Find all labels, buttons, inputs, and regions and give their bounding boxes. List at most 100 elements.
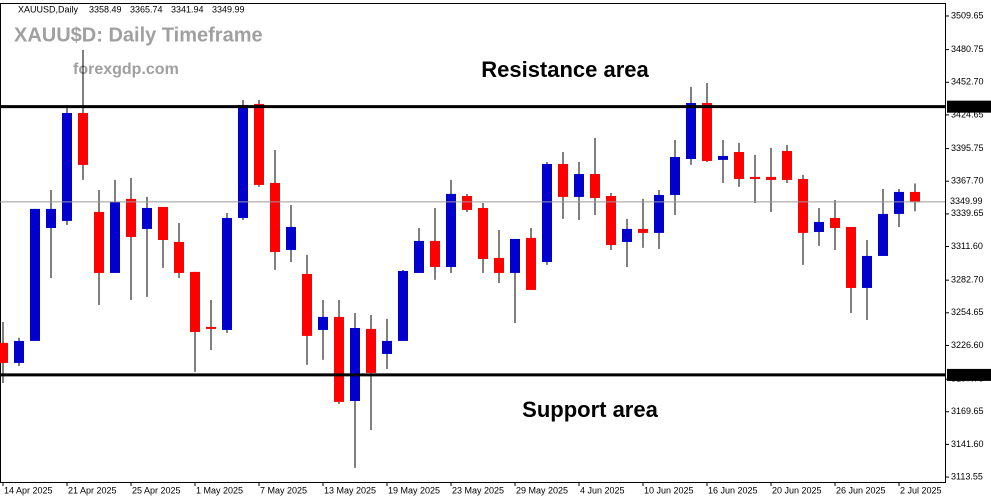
y-tick-label: 3113.55 — [951, 471, 983, 481]
candle-body — [206, 326, 216, 329]
y-tick-label: 3226.60 — [951, 340, 984, 350]
candle-body — [366, 328, 376, 373]
candle-body — [782, 150, 792, 180]
y-tick-label: 3282.70 — [951, 275, 984, 285]
candle-body — [654, 194, 664, 233]
candle-body — [910, 191, 920, 202]
x-tick-label: 1 May 2025 — [196, 485, 243, 495]
candle-body — [894, 191, 904, 214]
header-close: 3349.99 — [212, 4, 245, 14]
candle-body — [670, 157, 680, 195]
last-price-label: 3349.99 — [950, 196, 983, 206]
candle-body — [846, 226, 856, 288]
candle-body — [158, 206, 168, 240]
candle-body — [510, 238, 520, 273]
y-tick-label: 3424.65 — [951, 109, 984, 119]
candle-body — [334, 316, 344, 402]
chart-title: XAUU$D: Daily Timeframe — [14, 24, 263, 46]
candle-body — [46, 208, 56, 229]
header-high: 3365.74 — [130, 4, 163, 14]
candle-body — [622, 228, 632, 242]
y-tick-label: 3480.75 — [951, 44, 984, 54]
candle-body — [286, 226, 296, 251]
candle-body — [270, 182, 280, 252]
candle-body — [814, 221, 824, 232]
candle-body — [766, 176, 776, 180]
candle-body — [190, 271, 200, 332]
candle-body — [0, 342, 8, 363]
x-tick-label: 20 Jun 2025 — [772, 485, 822, 495]
candle-body — [702, 102, 712, 161]
plot-frame — [0, 3, 946, 483]
candle-body — [686, 102, 696, 159]
y-tick-label: 3141.60 — [951, 439, 984, 449]
last-price-label-box — [947, 195, 991, 208]
x-tick-label: 16 Jun 2025 — [708, 485, 758, 495]
x-tick-label: 25 Apr 2025 — [132, 485, 181, 495]
x-tick-label: 19 May 2025 — [388, 485, 440, 495]
y-tick-label: 3169.65 — [951, 406, 984, 416]
candle-body — [446, 193, 456, 268]
candle-body — [238, 104, 248, 218]
candle-body — [222, 217, 232, 330]
candle-body — [174, 241, 184, 273]
candle-body — [878, 213, 888, 256]
y-tick-label: 3367.70 — [951, 176, 984, 186]
candle-body — [302, 273, 312, 336]
candle-body — [430, 240, 440, 268]
x-tick-label: 4 Jun 2025 — [580, 485, 625, 495]
candle-body — [574, 173, 584, 197]
candle-body — [254, 103, 264, 185]
x-tick-label: 10 Jun 2025 — [644, 485, 694, 495]
x-tick-label: 21 Apr 2025 — [68, 485, 117, 495]
resistance-label-box — [947, 100, 991, 113]
candle-body — [110, 201, 120, 273]
candle-body — [862, 255, 872, 288]
y-tick-label: 3452.70 — [951, 77, 984, 87]
candle-body — [142, 207, 152, 229]
candle-body — [94, 211, 104, 273]
candle-body — [798, 179, 808, 233]
candle-body — [542, 163, 552, 262]
y-tick-label: 3254.65 — [951, 307, 984, 317]
candle-body — [718, 155, 728, 160]
y-tick-label: 3339.65 — [951, 208, 984, 218]
candle-body — [478, 207, 488, 259]
support-label: 3201.30 — [950, 369, 983, 379]
x-tick-label: 29 May 2025 — [516, 485, 568, 495]
header-low: 3341.94 — [171, 4, 204, 14]
candle-body — [414, 240, 424, 273]
support-annotation: Support area — [522, 397, 658, 422]
candle-body — [734, 151, 744, 180]
y-tick-label: 3395.75 — [951, 143, 984, 153]
candle-body — [126, 198, 136, 237]
x-tick-label: 7 May 2025 — [260, 485, 307, 495]
candle-body — [830, 217, 840, 229]
x-tick-label: 2 Jul 2025 — [900, 485, 942, 495]
candle-body — [398, 270, 408, 341]
x-tick-label: 13 May 2025 — [324, 485, 376, 495]
y-tick-label: 3311.60 — [951, 241, 983, 251]
candle-body — [494, 257, 504, 273]
resistance-label: 3431.75 — [950, 101, 983, 111]
support-label-box — [947, 368, 991, 381]
candle-body — [14, 340, 24, 363]
candle-body — [526, 237, 536, 290]
candle-body — [382, 340, 392, 354]
resistance-annotation: Resistance area — [481, 57, 649, 82]
header-open: 3358.49 — [89, 4, 122, 14]
x-tick-label: 23 May 2025 — [452, 485, 504, 495]
candle-body — [350, 327, 360, 401]
candle-body — [638, 228, 648, 233]
candle-body — [606, 195, 616, 246]
candle-body — [558, 163, 568, 197]
candle-body — [30, 208, 40, 341]
x-tick-label: 26 Jun 2025 — [836, 485, 886, 495]
candle-body — [462, 195, 472, 210]
candle-body — [62, 113, 72, 221]
candle-body — [78, 113, 88, 165]
y-tick-label: 3509.65 — [951, 10, 984, 20]
candle-body — [750, 176, 760, 180]
candle-body — [590, 173, 600, 198]
